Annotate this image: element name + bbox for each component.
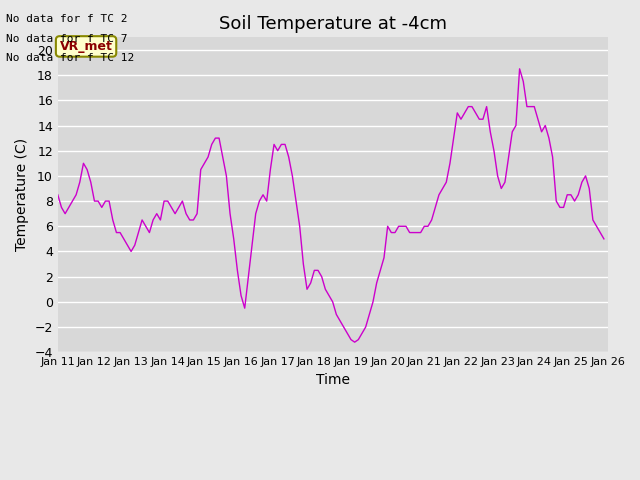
Text: No data for f TC 7: No data for f TC 7 [6, 34, 128, 44]
Title: Soil Temperature at -4cm: Soil Temperature at -4cm [219, 15, 447, 33]
Y-axis label: Temperature (C): Temperature (C) [15, 138, 29, 252]
Text: No data for f TC 12: No data for f TC 12 [6, 53, 134, 63]
X-axis label: Time: Time [316, 372, 349, 387]
Text: VR_met: VR_met [60, 40, 113, 53]
Legend:  [327, 404, 338, 415]
Text: No data for f TC 2: No data for f TC 2 [6, 14, 128, 24]
